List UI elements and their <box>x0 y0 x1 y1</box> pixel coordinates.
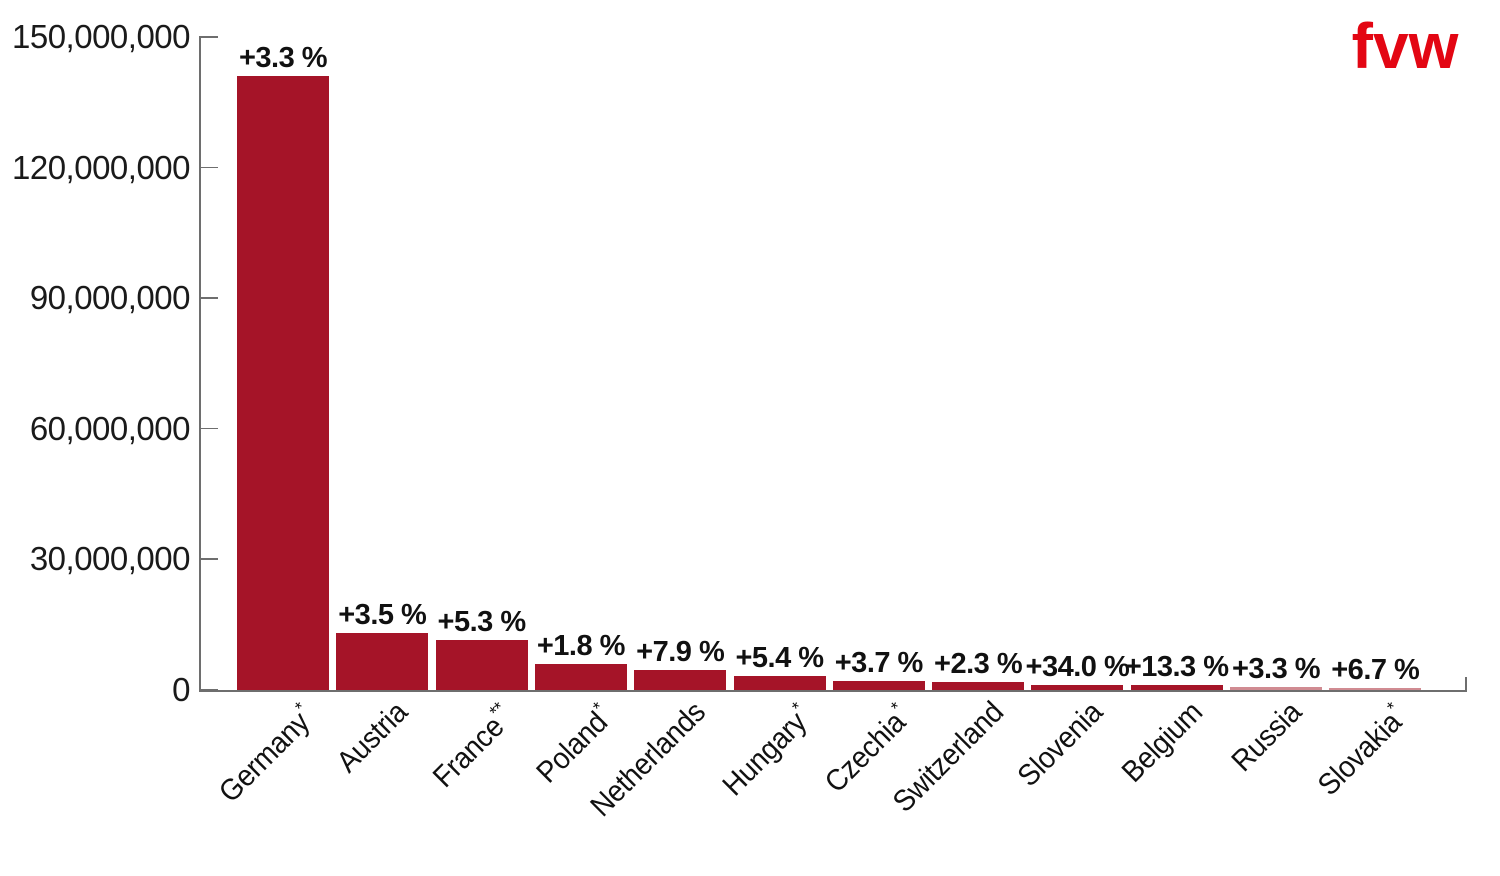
bar-value-label: +3.3 % <box>1231 653 1321 686</box>
bar-value-label: +13.3 % <box>1124 651 1229 684</box>
y-tick-label: 0 <box>172 671 190 708</box>
country-name: Russia <box>1225 695 1308 779</box>
bar-value-label: +2.3 % <box>934 648 1023 681</box>
bar-austria <box>336 632 429 690</box>
fvw-logo: fvw <box>1351 10 1459 82</box>
x-tick-label-germany: Germany* <box>142 697 320 875</box>
country-name: Austria <box>330 695 415 779</box>
bar-value-label: +5.3 % <box>437 605 527 638</box>
y-tick-mark <box>199 166 218 169</box>
bar-value-label: +34.0 % <box>1025 650 1130 683</box>
y-tick-mark <box>199 36 218 38</box>
bar-russia <box>1230 687 1322 690</box>
bar-value-label: +3.5 % <box>338 598 427 631</box>
y-tick-mark <box>199 297 218 299</box>
bar-czechia <box>832 681 925 690</box>
x-axis-end-tick <box>1465 677 1467 690</box>
y-axis-line <box>199 37 201 692</box>
country-name: Poland <box>530 705 614 790</box>
bar-slovenia <box>1031 684 1124 690</box>
y-tick-label: 150,000,000 <box>11 18 191 55</box>
bar-value-label: +3.7 % <box>834 647 924 680</box>
y-tick-label: 60,000,000 <box>29 409 191 447</box>
bar-value-label: +3.3 % <box>238 42 328 75</box>
y-tick-mark <box>199 427 218 430</box>
bar-value-label: +1.8 % <box>536 629 626 662</box>
country-name: Slovenia <box>1011 695 1110 794</box>
bar-switzerland <box>932 682 1025 690</box>
bar-poland <box>534 663 627 690</box>
y-tick-mark <box>199 689 218 691</box>
y-tick-label: 90,000,000 <box>29 279 191 317</box>
x-axis-line <box>199 690 1467 692</box>
country-name: France <box>426 710 511 794</box>
bar-value-label: +6.7 % <box>1331 654 1420 686</box>
bar-value-label: +5.4 % <box>735 642 824 675</box>
bar-chart: fvw 0 30,000,000 60,000,000 90,000,000 120,0… <box>11 10 1467 824</box>
bar-belgium <box>1130 685 1223 690</box>
country-name: Slovakia <box>1311 705 1409 803</box>
bar-france <box>435 639 528 690</box>
bar-netherlands <box>634 669 727 690</box>
country-name: Belgium <box>1115 695 1209 789</box>
y-tick-label: 30,000,000 <box>29 540 191 578</box>
y-tick-mark <box>199 558 218 560</box>
bar-value-label: +7.9 % <box>636 635 725 668</box>
bar-hungary <box>733 676 826 690</box>
y-tick-label: 120,000,000 <box>11 148 191 186</box>
bar-germany <box>237 76 329 690</box>
bar-slovakia <box>1329 688 1422 690</box>
